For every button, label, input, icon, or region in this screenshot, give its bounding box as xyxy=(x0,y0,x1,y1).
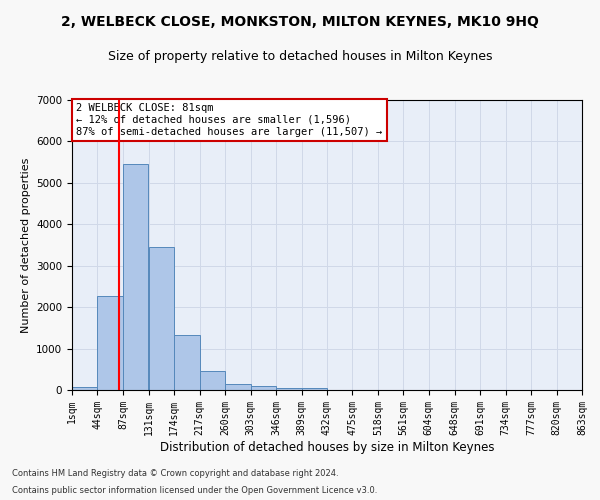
Text: Size of property relative to detached houses in Milton Keynes: Size of property relative to detached ho… xyxy=(108,50,492,63)
Text: Contains HM Land Registry data © Crown copyright and database right 2024.: Contains HM Land Registry data © Crown c… xyxy=(12,468,338,477)
Bar xyxy=(175,336,200,390)
Bar xyxy=(200,370,225,390)
Bar xyxy=(251,386,276,390)
Bar xyxy=(123,164,148,390)
Bar xyxy=(72,386,97,390)
Bar xyxy=(302,388,327,390)
X-axis label: Distribution of detached houses by size in Milton Keynes: Distribution of detached houses by size … xyxy=(160,440,494,454)
Bar xyxy=(149,248,175,390)
Bar xyxy=(225,384,251,390)
Y-axis label: Number of detached properties: Number of detached properties xyxy=(20,158,31,332)
Text: Contains public sector information licensed under the Open Government Licence v3: Contains public sector information licen… xyxy=(12,486,377,495)
Bar xyxy=(276,388,302,390)
Text: 2 WELBECK CLOSE: 81sqm
← 12% of detached houses are smaller (1,596)
87% of semi-: 2 WELBECK CLOSE: 81sqm ← 12% of detached… xyxy=(76,104,382,136)
Bar xyxy=(97,296,123,390)
Text: 2, WELBECK CLOSE, MONKSTON, MILTON KEYNES, MK10 9HQ: 2, WELBECK CLOSE, MONKSTON, MILTON KEYNE… xyxy=(61,15,539,29)
